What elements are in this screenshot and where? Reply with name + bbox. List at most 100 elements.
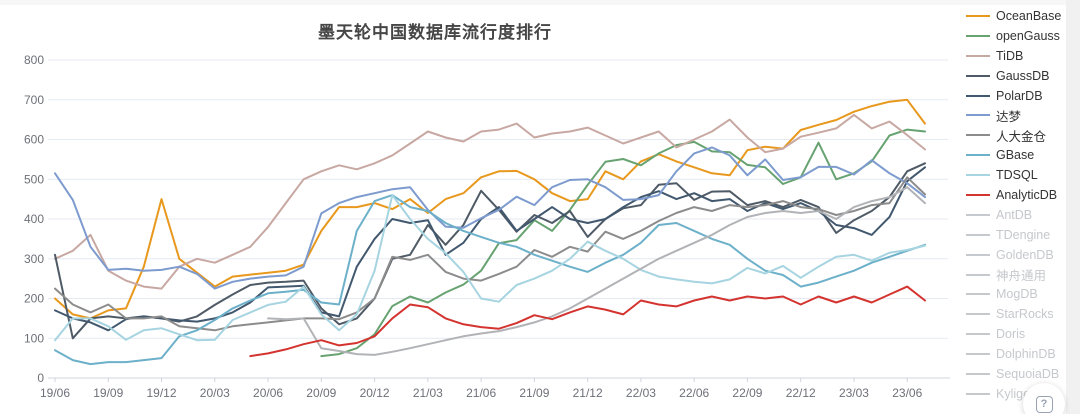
legend-line-swatch xyxy=(966,74,990,77)
legend-label: TDengine xyxy=(996,227,1051,242)
legend-item-DolphinDB[interactable]: DolphinDB xyxy=(966,344,1066,364)
legend-label: 人大金仓 xyxy=(996,129,1047,144)
legend-item-openGauss[interactable]: openGauss xyxy=(966,26,1066,46)
x-axis-tick-label: 20/12 xyxy=(360,386,390,400)
legend-label: AnalyticDB xyxy=(996,187,1058,202)
legend-item-StarRocks[interactable]: StarRocks xyxy=(966,304,1066,324)
legend-item-Doris[interactable]: Doris xyxy=(966,324,1066,344)
x-axis-tick-label: 23/03 xyxy=(839,386,869,400)
legend-label: PolarDB xyxy=(996,88,1043,103)
top-strip xyxy=(0,0,1080,5)
legend-item-GoldenDB[interactable]: GoldenDB xyxy=(966,245,1066,265)
legend-line-swatch xyxy=(966,174,990,177)
legend-line-swatch xyxy=(966,313,990,316)
x-axis-tick-label: 22/03 xyxy=(626,386,656,400)
legend-line-swatch xyxy=(966,34,990,37)
legend-label: GaussDB xyxy=(996,68,1050,83)
help-button[interactable]: ? xyxy=(1023,383,1065,414)
x-axis-tick-label: 22/12 xyxy=(786,386,816,400)
series-line-MogDB xyxy=(267,186,926,356)
legend-line-swatch xyxy=(966,134,990,137)
legend-label: TDSQL xyxy=(996,168,1038,183)
x-axis-tick-label: 19/12 xyxy=(147,386,177,400)
legend-label: DolphinDB xyxy=(996,347,1056,362)
legend-line-swatch xyxy=(966,293,990,296)
legend-label: MogDB xyxy=(996,287,1038,302)
legend-item-AnalyticDB[interactable]: AnalyticDB xyxy=(966,185,1066,205)
y-axis-tick-label: 400 xyxy=(24,212,44,226)
series-line-TDSQL xyxy=(54,194,926,342)
legend-line-swatch xyxy=(966,372,990,375)
y-axis-tick-label: 500 xyxy=(24,172,44,186)
legend-label: 神舟通用 xyxy=(996,269,1047,284)
series-line-达梦 xyxy=(54,146,926,290)
legend-item-PolarDB[interactable]: PolarDB xyxy=(966,86,1066,106)
x-axis-tick-label: 19/09 xyxy=(93,386,123,400)
series-line-openGauss xyxy=(320,128,926,358)
series-line-AnalyticDB xyxy=(249,285,926,358)
legend-label: TiDB xyxy=(996,48,1024,63)
series-line-GBase xyxy=(54,194,926,366)
legend-line-swatch xyxy=(966,333,990,336)
x-axis-tick-label: 21/03 xyxy=(413,386,443,400)
legend-item-OceanBase[interactable]: OceanBase xyxy=(966,6,1066,26)
legend-line-swatch xyxy=(966,14,990,17)
series-line-OceanBase xyxy=(54,98,926,320)
series-line-GaussDB xyxy=(54,162,926,340)
legend-item-GBase[interactable]: GBase xyxy=(966,145,1066,165)
legend-line-swatch xyxy=(966,193,990,196)
help-icon: ? xyxy=(1035,395,1053,413)
legend-label: GBase xyxy=(996,148,1035,163)
legend-item-TDengine[interactable]: TDengine xyxy=(966,225,1066,245)
legend-label: StarRocks xyxy=(996,307,1054,322)
y-axis-tick-label: 700 xyxy=(24,93,44,107)
legend-line-swatch xyxy=(966,54,990,57)
y-axis-tick-label: 100 xyxy=(24,331,44,345)
legend-label: SequoiaDB xyxy=(996,366,1060,381)
legend-item-GaussDB[interactable]: GaussDB xyxy=(966,66,1066,86)
legend-item-TDSQL[interactable]: TDSQL xyxy=(966,165,1066,185)
legend-line-swatch xyxy=(966,233,990,236)
legend-item-AntDB[interactable]: AntDB xyxy=(966,205,1066,225)
series-line-PolarDB xyxy=(54,166,926,332)
legend-label: openGauss xyxy=(996,28,1060,43)
x-axis-tick-label: 21/12 xyxy=(573,386,603,400)
legend-label: AntDB xyxy=(996,207,1033,222)
chart-title: 墨天轮中国数据库流行度排行 xyxy=(318,23,552,42)
series-line-TiDB xyxy=(54,113,926,290)
legend-item-神舟通用[interactable]: 神舟通用 xyxy=(966,265,1066,285)
legend-line-swatch xyxy=(966,392,990,395)
y-axis-tick-label: 300 xyxy=(24,252,44,266)
legend-line-swatch xyxy=(966,253,990,256)
x-axis-tick-label: 22/09 xyxy=(732,386,762,400)
legend-label: GoldenDB xyxy=(996,247,1054,262)
legend-line-swatch xyxy=(966,213,990,216)
x-axis-tick-label: 21/06 xyxy=(466,386,496,400)
x-axis-tick-label: 20/06 xyxy=(253,386,283,400)
x-axis-tick-label: 20/03 xyxy=(200,386,230,400)
y-axis-tick-label: 0 xyxy=(37,371,44,385)
y-axis-tick-label: 600 xyxy=(24,133,44,147)
y-axis-tick-label: 800 xyxy=(24,53,44,67)
legend-line-swatch xyxy=(966,273,990,276)
legend-item-人大金仓[interactable]: 人大金仓 xyxy=(966,125,1066,145)
legend-item-MogDB[interactable]: MogDB xyxy=(966,284,1066,304)
x-axis-tick-label: 19/06 xyxy=(40,386,70,400)
legend-line-swatch xyxy=(966,353,990,356)
legend-item-达梦[interactable]: 达梦 xyxy=(966,105,1066,125)
legend-line-swatch xyxy=(966,94,990,97)
legend-label: OceanBase xyxy=(996,8,1062,23)
right-gutter xyxy=(1066,0,1080,414)
y-axis-tick-label: 200 xyxy=(24,292,44,306)
legend-line-swatch xyxy=(966,114,990,117)
legend-label: 达梦 xyxy=(996,109,1022,124)
legend-item-TiDB[interactable]: TiDB xyxy=(966,46,1066,66)
x-axis-tick-label: 20/09 xyxy=(306,386,336,400)
chart-legend: OceanBase openGauss TiDB GaussDB PolarDB 达梦人大… xyxy=(966,6,1066,404)
x-axis-tick-label: 23/06 xyxy=(892,386,922,400)
legend-label: Doris xyxy=(996,327,1026,342)
legend-line-swatch xyxy=(966,154,990,157)
legend-item-SequoiaDB[interactable]: SequoiaDB xyxy=(966,364,1066,384)
